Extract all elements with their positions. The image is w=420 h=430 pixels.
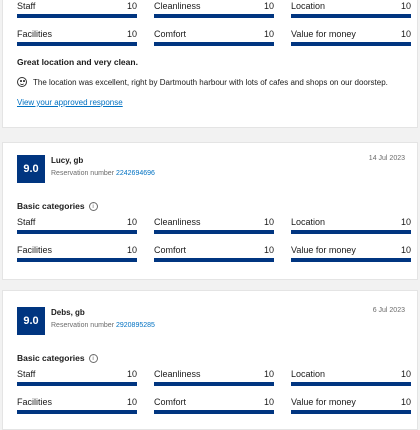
review-card-top: Staff 10 Cleanliness 10 Location 10 Faci… <box>2 0 418 128</box>
category-value: 10 <box>126 29 137 39</box>
category-value: 10 <box>400 1 411 11</box>
category-label: Value for money <box>291 29 356 39</box>
category-value: 10 <box>126 1 137 11</box>
category-label: Value for money <box>291 397 356 407</box>
category-value: 10 <box>126 217 137 227</box>
score-bar-fill <box>291 230 411 234</box>
reservation-number-link[interactable]: 2242694696 <box>115 170 155 177</box>
reservation-label: Reservation number <box>51 322 115 329</box>
section-title: Basic categories i <box>17 201 98 211</box>
category-value: 10 <box>400 217 411 227</box>
reservation-info: Reservation number 2920895285 <box>51 322 155 329</box>
score-bar-fill <box>17 410 137 414</box>
review-score-badge: 9.0 <box>17 155 45 183</box>
score-bar <box>17 230 137 234</box>
review-card: 9.0 Debs, gb Reservation number 29208952… <box>2 290 418 430</box>
category-value: 10 <box>126 397 137 407</box>
category-label: Facilities <box>17 245 53 255</box>
review-date: 14 Jul 2023 <box>368 155 405 162</box>
category-label: Staff <box>17 1 36 11</box>
score-bar <box>17 410 137 414</box>
category-label: Comfort <box>154 29 187 39</box>
category-label: Location <box>291 369 326 379</box>
reviewer-name: Lucy, gb <box>51 156 84 165</box>
score-bar <box>154 410 274 414</box>
section-title-text: Basic categories <box>17 353 85 363</box>
category-value: 10 <box>126 245 137 255</box>
section-title: Basic categories i <box>17 353 98 363</box>
reservation-label: Reservation number <box>51 170 115 177</box>
review-title: Great location and very clean. <box>17 57 138 67</box>
category-label: Location <box>291 217 326 227</box>
category-label: Location <box>291 1 326 11</box>
score-bar <box>291 410 411 414</box>
score-bar <box>291 42 411 46</box>
category-value: 10 <box>400 29 411 39</box>
category-label: Value for money <box>291 245 356 255</box>
score-bar-fill <box>17 14 137 18</box>
score-bar <box>154 14 274 18</box>
score-bar <box>154 258 274 262</box>
score-bar-fill <box>17 230 137 234</box>
category-label: Comfort <box>154 397 187 407</box>
score-bar-fill <box>291 14 411 18</box>
score-bar <box>17 42 137 46</box>
category-value: 10 <box>126 369 137 379</box>
score-bar-fill <box>291 42 411 46</box>
score-bar <box>154 42 274 46</box>
category-label: Staff <box>17 217 36 227</box>
info-icon[interactable]: i <box>88 353 98 363</box>
score-bar-fill <box>291 410 411 414</box>
score-bar <box>17 258 137 262</box>
score-bar-fill <box>154 258 274 262</box>
review-date: 6 Jul 2023 <box>372 307 405 314</box>
score-bar <box>154 382 274 386</box>
reservation-number-link[interactable]: 2920895285 <box>115 322 155 329</box>
category-value: 10 <box>263 245 274 255</box>
score-bar-fill <box>154 14 274 18</box>
score-bar <box>291 230 411 234</box>
category-value: 10 <box>400 397 411 407</box>
reviewer-name: Debs, gb <box>51 308 85 317</box>
score-bar <box>17 382 137 386</box>
score-bar-fill <box>291 258 411 262</box>
score-bar-fill <box>17 382 137 386</box>
view-response-link[interactable]: View your approved response <box>17 98 123 107</box>
score-bar <box>291 14 411 18</box>
category-value: 10 <box>400 245 411 255</box>
score-bar-fill <box>154 410 274 414</box>
category-value: 10 <box>263 29 274 39</box>
category-label: Facilities <box>17 397 53 407</box>
review-card: 9.0 Lucy, gb Reservation number 22426946… <box>2 142 418 280</box>
review-score-badge: 9.0 <box>17 307 45 335</box>
category-value: 10 <box>263 217 274 227</box>
category-label: Staff <box>17 369 36 379</box>
category-label: Cleanliness <box>154 369 201 379</box>
category-value: 10 <box>263 1 274 11</box>
score-bar-fill <box>154 230 274 234</box>
score-bar <box>291 258 411 262</box>
score-bar-fill <box>154 382 274 386</box>
score-bar-fill <box>154 42 274 46</box>
category-label: Facilities <box>17 29 53 39</box>
review-text: The location was excellent, right by Dar… <box>33 77 388 87</box>
score-bar <box>291 382 411 386</box>
category-value: 10 <box>400 369 411 379</box>
category-label: Cleanliness <box>154 1 201 11</box>
category-value: 10 <box>263 397 274 407</box>
category-label: Cleanliness <box>154 217 201 227</box>
category-label: Comfort <box>154 245 187 255</box>
smile-icon <box>17 77 27 87</box>
score-bar <box>17 14 137 18</box>
score-bar-fill <box>17 42 137 46</box>
review-positive-text: The location was excellent, right by Dar… <box>17 77 388 87</box>
info-icon[interactable]: i <box>88 201 98 211</box>
reservation-info: Reservation number 2242694696 <box>51 170 155 177</box>
score-bar-fill <box>17 258 137 262</box>
section-title-text: Basic categories <box>17 201 85 211</box>
score-bar <box>154 230 274 234</box>
score-bar-fill <box>291 382 411 386</box>
category-value: 10 <box>263 369 274 379</box>
